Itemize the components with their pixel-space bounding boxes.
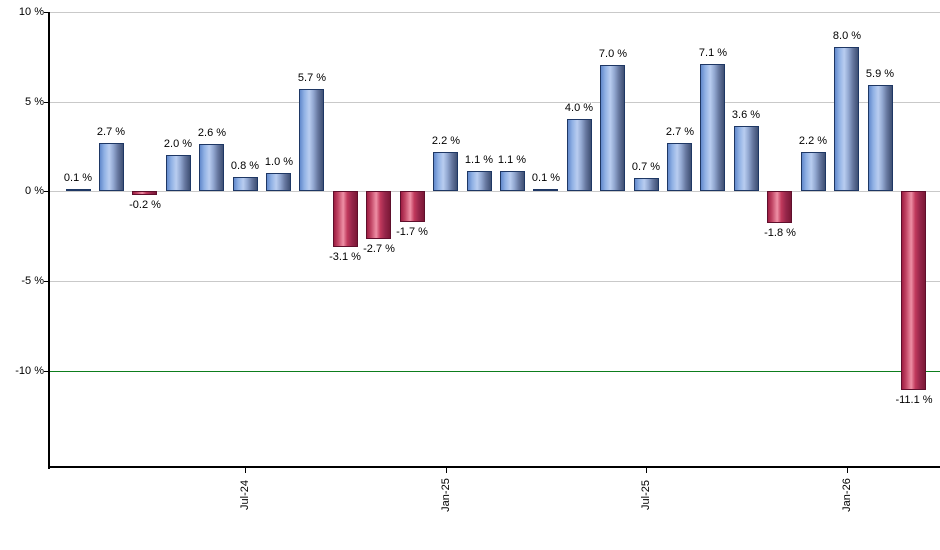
bar-label: 2.7 % xyxy=(665,126,695,138)
x-axis-label: Jan-26 xyxy=(841,478,853,512)
x-tick xyxy=(847,468,848,473)
bar-label: -1.7 % xyxy=(396,226,428,238)
y-axis-label: 5 % xyxy=(25,96,44,108)
bar[interactable] xyxy=(333,191,358,247)
gridline xyxy=(50,191,940,192)
x-tick xyxy=(646,468,647,473)
y-tick xyxy=(44,102,49,103)
y-axis-label: 10 % xyxy=(18,6,44,18)
bar[interactable] xyxy=(233,177,258,191)
y-axis-line xyxy=(48,12,50,469)
x-axis-label: Jul-25 xyxy=(640,480,652,510)
y-tick xyxy=(44,12,49,13)
bar-label: 2.2 % xyxy=(431,135,461,147)
bar-label: 5.9 % xyxy=(865,68,895,80)
bar[interactable] xyxy=(366,191,391,239)
x-axis-label: Jan-25 xyxy=(440,478,452,512)
bar-label: 5.7 % xyxy=(297,72,327,84)
bar[interactable] xyxy=(266,173,291,191)
bar-label: 3.6 % xyxy=(731,109,761,121)
y-tick xyxy=(44,371,49,372)
bar-label: -2.7 % xyxy=(363,243,395,255)
bar[interactable] xyxy=(801,152,826,191)
bar-label: 1.1 % xyxy=(497,154,527,166)
bar-label: 0.8 % xyxy=(230,160,260,172)
bar-label: -11.1 % xyxy=(895,394,933,406)
bar[interactable] xyxy=(166,155,191,191)
y-axis-label: 0 % xyxy=(25,185,44,197)
y-axis-label: -10 % xyxy=(15,365,44,377)
bar[interactable] xyxy=(533,189,558,191)
x-axis-line xyxy=(48,466,940,468)
bar[interactable] xyxy=(567,119,592,191)
bar-label: 0.7 % xyxy=(631,161,661,173)
bar[interactable] xyxy=(66,189,91,191)
bar[interactable] xyxy=(132,191,157,195)
bar[interactable] xyxy=(767,191,792,223)
gridline xyxy=(50,281,940,282)
bar[interactable] xyxy=(433,152,458,191)
bar[interactable] xyxy=(600,65,625,191)
gridline xyxy=(50,12,940,13)
bar[interactable] xyxy=(834,47,859,191)
bar[interactable] xyxy=(901,191,926,390)
bar[interactable] xyxy=(634,178,659,191)
x-tick xyxy=(245,468,246,473)
bar-label: 2.2 % xyxy=(798,135,828,147)
bar-label: -0.2 % xyxy=(129,199,161,211)
bar-label: 7.1 % xyxy=(698,47,728,59)
bar-label: 2.7 % xyxy=(96,126,126,138)
bar[interactable] xyxy=(199,144,224,191)
bar-label: -1.8 % xyxy=(764,227,796,239)
bar[interactable] xyxy=(99,143,124,191)
bar-label: -3.1 % xyxy=(329,251,361,263)
bar-label: 1.0 % xyxy=(264,156,294,168)
bar[interactable] xyxy=(667,143,692,191)
y-axis-label: -5 % xyxy=(21,275,44,287)
y-tick xyxy=(44,191,49,192)
x-axis-label: Jul-24 xyxy=(239,480,251,510)
bar[interactable] xyxy=(868,85,893,191)
bar-label: 7.0 % xyxy=(598,48,628,60)
bar-label: 0.1 % xyxy=(63,172,93,184)
bar[interactable] xyxy=(500,171,525,191)
y-tick xyxy=(44,281,49,282)
bar[interactable] xyxy=(400,191,425,222)
bar[interactable] xyxy=(467,171,492,191)
bar[interactable] xyxy=(734,126,759,191)
bar[interactable] xyxy=(700,64,725,191)
x-tick xyxy=(446,468,447,473)
bar-label: 2.6 % xyxy=(197,127,227,139)
threshold-line xyxy=(50,371,940,372)
bar[interactable] xyxy=(299,89,324,191)
gridline xyxy=(50,102,940,103)
bar-label: 4.0 % xyxy=(564,102,594,114)
bar-label: 1.1 % xyxy=(464,154,494,166)
bar-label: 0.1 % xyxy=(531,172,561,184)
bar-label: 2.0 % xyxy=(163,138,193,150)
bar-label: 8.0 % xyxy=(832,30,862,42)
